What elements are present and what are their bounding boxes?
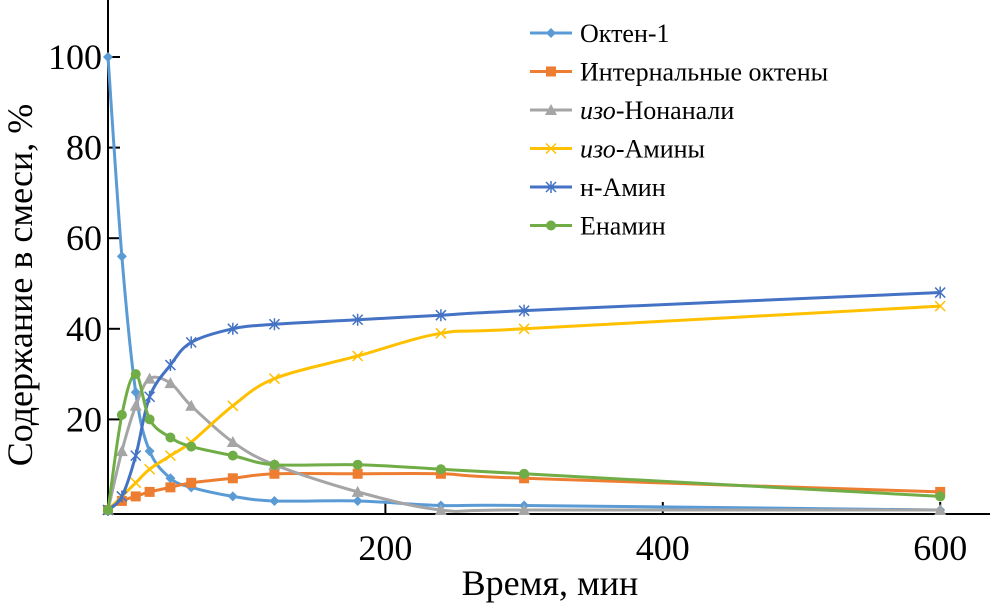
data-point [144, 446, 155, 457]
data-point [934, 504, 947, 515]
legend-label: Енамин [580, 212, 666, 241]
legend-marker [545, 142, 557, 155]
data-point [518, 323, 530, 335]
data-point [103, 505, 113, 515]
legend-marker [546, 66, 556, 77]
legend-item: Интернальные октены [530, 58, 828, 87]
legend-item: н-Амин [530, 173, 666, 202]
data-point [144, 486, 155, 497]
data-point [130, 477, 142, 489]
y-tick-label: 80 [66, 128, 102, 168]
data-point [144, 463, 156, 475]
data-point [434, 504, 447, 515]
data-point [352, 313, 364, 326]
x-axis-label: Время, мин [462, 563, 639, 603]
data-point [351, 485, 364, 497]
data-point [268, 318, 280, 331]
data-point [130, 449, 142, 462]
data-point [186, 477, 197, 488]
data-point [227, 322, 239, 335]
data-point [268, 373, 280, 385]
legend-label: изо-Амины [580, 135, 705, 164]
data-point [352, 468, 363, 479]
legend-label: изо-Нонанали [580, 96, 734, 125]
legend-label: Октен-1 [580, 19, 670, 48]
data-point [130, 369, 141, 380]
axes: 20 40 60 80 100 200 400 600 [48, 0, 990, 568]
y-tick-label: 20 [66, 399, 102, 439]
data-point [185, 399, 198, 411]
series-2 [102, 372, 947, 515]
series-5 [103, 369, 946, 515]
legend-item: Октен-1 [530, 19, 670, 48]
data-point [352, 350, 364, 362]
legend-item: Енамин [530, 212, 666, 241]
series-group [102, 52, 947, 516]
data-point [144, 414, 155, 425]
data-point [269, 459, 280, 470]
data-point [435, 464, 446, 475]
data-point [116, 251, 127, 262]
x-tick-label: 600 [913, 528, 967, 568]
data-point [143, 372, 156, 384]
data-point [518, 504, 531, 515]
data-point [165, 473, 176, 484]
data-point [144, 390, 156, 403]
data-point [164, 359, 176, 372]
legend-marker [546, 220, 556, 231]
data-point [227, 491, 238, 502]
series-line [106, 291, 941, 512]
data-point [116, 409, 127, 420]
data-point [518, 304, 530, 317]
x-tick-label: 200 [358, 528, 412, 568]
data-point [227, 450, 238, 461]
legend-item: изо-Амины [530, 135, 705, 164]
data-point [186, 441, 197, 452]
legend-marker [545, 104, 557, 115]
y-axis-label: Содержание в смеси, % [0, 104, 40, 467]
data-point [164, 450, 176, 462]
legend-label: Интернальные октены [580, 58, 828, 87]
legend-label: н-Амин [580, 173, 666, 202]
data-point [165, 432, 176, 443]
legend-item: изо-Нонанали [530, 96, 734, 125]
legend-marker [545, 181, 557, 193]
data-point [130, 491, 141, 502]
data-point [435, 309, 447, 322]
data-point [352, 459, 363, 470]
data-point [934, 286, 946, 299]
data-point [519, 468, 530, 479]
data-point [227, 473, 238, 484]
data-point [185, 336, 197, 349]
y-tick-label: 40 [66, 309, 102, 349]
data-point [164, 377, 177, 389]
data-point [129, 399, 142, 411]
data-point [227, 400, 239, 412]
y-tick-label: 60 [66, 218, 102, 258]
legend-marker [546, 28, 556, 38]
data-point [435, 327, 447, 339]
series-4 [102, 286, 946, 516]
data-point [934, 300, 946, 312]
data-point [115, 445, 128, 457]
data-point [935, 491, 946, 502]
data-point [226, 436, 239, 448]
x-tick-label: 400 [636, 528, 690, 568]
data-point [130, 387, 141, 398]
data-point [165, 482, 176, 493]
data-point [269, 468, 280, 479]
data-point [103, 52, 113, 62]
y-tick-label: 100 [48, 37, 102, 77]
data-point [269, 495, 280, 506]
data-point [352, 495, 363, 506]
data-point [116, 490, 128, 503]
legend: Октен-1 Интернальные октены изо-Нонанали из… [530, 19, 828, 241]
